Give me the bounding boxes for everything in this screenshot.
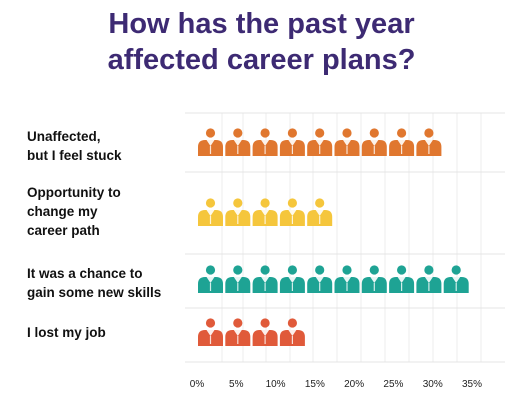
x-tick-label: 20% bbox=[344, 379, 364, 390]
x-tick-label: 0% bbox=[190, 379, 205, 390]
person-bust-icon bbox=[334, 265, 360, 293]
chart-title: How has the past year affected career pl… bbox=[0, 6, 523, 78]
person-bust-icon bbox=[252, 128, 278, 156]
x-axis: 0% 5% 10% 15% 20% 25% 30% 35% bbox=[190, 379, 482, 390]
x-tick-label: 30% bbox=[423, 379, 443, 390]
category-label-line: gain some new skills bbox=[27, 285, 162, 300]
person-bust-icon bbox=[252, 265, 278, 293]
x-tick-label: 35% bbox=[462, 379, 482, 390]
person-bust-icon bbox=[252, 198, 278, 226]
category-label-line: career path bbox=[27, 223, 100, 238]
x-tick-label: 10% bbox=[266, 379, 286, 390]
person-bust-icon bbox=[279, 265, 305, 293]
person-bust-icon bbox=[279, 318, 305, 346]
person-bust-icon bbox=[225, 198, 251, 226]
x-tick-label: 5% bbox=[229, 379, 244, 390]
person-bust-icon bbox=[198, 265, 223, 293]
category-label-line: Opportunity to bbox=[27, 185, 121, 200]
person-bust-icon bbox=[334, 128, 360, 156]
category-label-new-skills: It was a chance to gain some new skills bbox=[27, 264, 161, 302]
person-bust-icon bbox=[198, 318, 223, 346]
person-bust-icon bbox=[416, 265, 442, 293]
category-label-unaffected: Unaffected, but I feel stuck bbox=[27, 127, 122, 165]
chart-title-line: How has the past year bbox=[108, 8, 415, 40]
person-bust-icon bbox=[198, 198, 223, 226]
category-label-lost-job: I lost my job bbox=[27, 323, 106, 342]
person-bust-icon bbox=[279, 128, 305, 156]
person-bust-icon bbox=[361, 128, 387, 156]
person-bust-icon bbox=[361, 265, 387, 293]
x-tick-label: 15% bbox=[305, 379, 325, 390]
person-bust-icon bbox=[198, 128, 223, 156]
category-label-opportunity: Opportunity to change my career path bbox=[27, 183, 121, 240]
person-bust-icon bbox=[307, 265, 333, 293]
person-bust-icon bbox=[252, 318, 278, 346]
person-bust-icon bbox=[389, 128, 415, 156]
person-bust-icon bbox=[416, 128, 442, 156]
person-bust-icon bbox=[443, 265, 469, 293]
person-bust-icon bbox=[307, 198, 333, 226]
person-bust-icon bbox=[389, 265, 415, 293]
category-label-line: but I feel stuck bbox=[27, 148, 122, 163]
category-label-line: I lost my job bbox=[27, 325, 106, 340]
person-bust-icon bbox=[307, 128, 333, 156]
person-bust-icon bbox=[225, 318, 251, 346]
category-label-line: It was a chance to bbox=[27, 266, 143, 281]
person-bust-icon bbox=[279, 198, 305, 226]
chart-title-line: affected career plans? bbox=[107, 44, 416, 76]
icon-layer bbox=[198, 128, 469, 346]
person-bust-icon bbox=[225, 265, 251, 293]
person-bust-icon bbox=[225, 128, 251, 156]
category-label-line: change my bbox=[27, 204, 98, 219]
category-label-line: Unaffected, bbox=[27, 129, 101, 144]
x-tick-label: 25% bbox=[383, 379, 403, 390]
